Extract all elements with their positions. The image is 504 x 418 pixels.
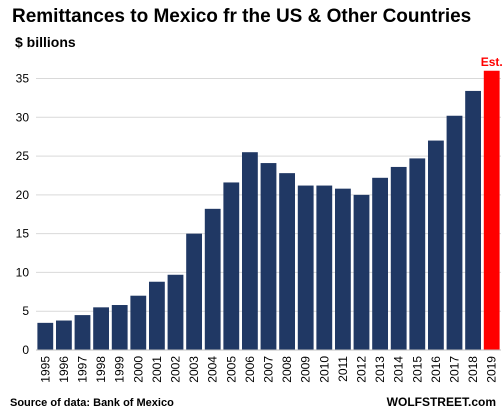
y-tick-label: 30 <box>16 110 30 124</box>
x-tick-label: 2019 <box>485 356 499 383</box>
y-tick-label: 10 <box>16 265 30 279</box>
bar <box>111 305 128 350</box>
bar <box>260 163 277 350</box>
bar <box>241 152 258 350</box>
y-tick-label: 0 <box>22 343 29 357</box>
x-tick-label: 2012 <box>355 356 369 383</box>
x-tick-label: 2006 <box>243 356 257 383</box>
x-tick-label: 2000 <box>131 356 145 383</box>
x-tick-label: 2009 <box>299 356 313 383</box>
bar <box>55 320 72 350</box>
bar <box>279 173 296 350</box>
x-tick-label: 2010 <box>317 356 331 383</box>
bar <box>297 185 314 350</box>
bar <box>167 274 184 350</box>
bar <box>334 188 351 350</box>
y-tick-label: 5 <box>22 304 29 318</box>
x-tick-label: 2007 <box>262 356 276 383</box>
bar <box>148 281 165 350</box>
bar <box>372 177 389 350</box>
bar <box>223 182 240 350</box>
x-tick-label: 2015 <box>410 356 424 383</box>
bar <box>409 158 426 350</box>
x-tick-label: 1995 <box>38 356 52 383</box>
x-tick-label: 1997 <box>76 356 90 383</box>
x-tick-label: 1996 <box>57 356 71 383</box>
y-tick-label: 25 <box>16 149 30 163</box>
bar <box>465 90 482 351</box>
x-tick-label: 2011 <box>336 356 350 382</box>
bar <box>130 295 147 350</box>
bar <box>427 140 444 350</box>
bar <box>186 233 203 350</box>
source-note: Source of data: Bank of Mexico <box>10 397 174 409</box>
y-axis-label: $ billions <box>15 34 76 50</box>
estimate-label: Est. <box>481 55 503 69</box>
x-tick-label: 2013 <box>373 356 387 383</box>
bar <box>446 115 463 351</box>
bar <box>204 208 221 350</box>
x-tick-label: 2016 <box>429 356 443 383</box>
bar <box>93 307 110 350</box>
bar <box>353 194 370 350</box>
x-tick-label: 2004 <box>206 356 220 383</box>
brand-logo-text: WOLFSTREET.com <box>386 395 496 409</box>
bar <box>316 185 333 350</box>
bar-estimate <box>483 70 500 350</box>
x-tick-label: 2001 <box>150 356 164 383</box>
y-tick-label: 15 <box>16 227 30 241</box>
y-tick-label: 35 <box>16 72 30 86</box>
x-tick-label: 2018 <box>466 356 480 383</box>
x-tick-label: 1999 <box>113 356 127 383</box>
x-tick-label: 2002 <box>169 356 183 383</box>
bar <box>390 166 407 350</box>
x-tick-label: 2003 <box>187 356 201 383</box>
x-tick-label: 2014 <box>392 356 406 383</box>
bar <box>74 315 91 350</box>
x-tick-label: 2008 <box>280 356 294 383</box>
x-tick-label: 2005 <box>224 356 238 383</box>
x-tick-label: 1998 <box>94 356 108 383</box>
y-tick-label: 20 <box>16 188 30 202</box>
chart-title: Remittances to Mexico fr the US & Other … <box>12 6 472 27</box>
bar <box>37 322 54 350</box>
x-tick-label: 2017 <box>448 356 462 383</box>
